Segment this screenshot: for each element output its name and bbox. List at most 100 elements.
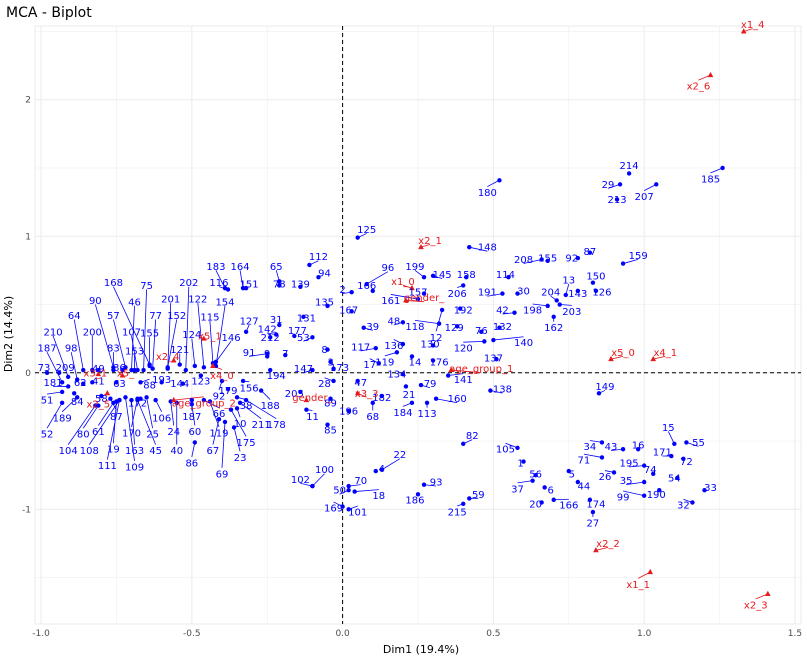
individual-point-96 (364, 281, 369, 287)
individual-label-14: 14 (409, 357, 422, 368)
individual-label-126: 126 (592, 288, 611, 299)
individual-point-149 (596, 391, 602, 396)
individual-point-1 (521, 459, 526, 464)
variable-label-gender: gender_ (292, 393, 333, 404)
individual-label-8: 8 (321, 345, 327, 356)
individual-label-187: 187 (38, 344, 57, 355)
individual-label-194: 194 (267, 371, 286, 382)
individual-point-84 (72, 391, 77, 396)
individual-point-213 (614, 197, 620, 202)
x-axis-title: Dim1 (19.4%) (383, 643, 459, 656)
individual-label-35: 35 (620, 476, 633, 487)
individual-point-92 (575, 255, 581, 261)
individual-point-86 (192, 440, 198, 445)
label-connector (629, 465, 645, 468)
individual-label-96: 96 (381, 263, 394, 274)
individual-label-85: 85 (324, 426, 337, 437)
individual-label-72: 72 (680, 457, 693, 468)
label-connector (113, 319, 126, 368)
individual-point-209 (56, 370, 62, 375)
individual-label-157: 157 (408, 288, 427, 299)
x-tick-label: -0.5 (183, 629, 201, 639)
individual-label-210: 210 (44, 327, 63, 338)
label-connector (436, 398, 458, 404)
label-connector (402, 284, 413, 289)
individual-point-119 (394, 350, 400, 355)
individual-label-141: 141 (454, 375, 473, 386)
individual-label-61: 61 (92, 427, 105, 438)
variable-point-x1-1 (647, 568, 654, 575)
individual-point-166 (370, 288, 375, 294)
individual-point-107 (135, 367, 140, 373)
label-connector (390, 294, 419, 300)
individual-point-93 (421, 482, 427, 487)
individual-point-144 (180, 381, 185, 386)
individual-point-22 (379, 467, 385, 472)
individual-point-199 (421, 275, 427, 280)
variable-point-age-group-1 (448, 366, 454, 373)
individual-label-179: 179 (218, 386, 237, 397)
individual-point-152 (165, 365, 170, 370)
individual-label-172: 172 (128, 398, 147, 409)
label-connector (215, 270, 226, 289)
individual-point-77 (150, 366, 155, 371)
variable-label-x1-4: x1_4 (741, 20, 765, 31)
label-connector (197, 303, 205, 368)
individual-point-186 (415, 492, 421, 497)
x-tick-label: 1.5 (788, 629, 802, 639)
individual-label-71: 71 (577, 456, 590, 467)
label-connector (360, 347, 376, 352)
individual-label-34: 34 (584, 442, 597, 453)
individual-label-106: 106 (152, 413, 171, 424)
individual-label-83: 83 (107, 344, 120, 355)
individual-label-180: 180 (478, 188, 497, 199)
label-connector (167, 303, 172, 369)
individual-label-129: 129 (445, 323, 464, 334)
y-tick-label: 2 (25, 96, 31, 106)
individual-point-34 (599, 440, 605, 445)
label-connector (131, 335, 138, 371)
individual-label-53: 53 (297, 333, 310, 344)
individual-point-57 (123, 365, 128, 370)
label-connector (97, 402, 114, 426)
individual-point-150 (590, 280, 596, 285)
individual-point-120 (482, 339, 487, 344)
individual-label-130: 130 (421, 340, 440, 351)
individual-point-169 (340, 504, 345, 509)
label-connector (191, 442, 196, 457)
individual-label-4: 4 (379, 464, 385, 475)
variable-point-x2-4 (170, 357, 177, 363)
individual-label-18: 18 (372, 491, 385, 502)
individual-label-113: 113 (418, 409, 437, 420)
individual-label-3: 3 (327, 357, 333, 368)
individual-label-42: 42 (496, 305, 509, 316)
individual-label-125: 125 (357, 225, 376, 236)
individual-point-208 (539, 257, 544, 262)
individual-label-184: 184 (393, 408, 412, 419)
individual-point-59 (467, 496, 472, 501)
individual-label-153: 153 (125, 346, 144, 357)
individual-point-188 (258, 388, 264, 393)
individual-point-191 (500, 291, 505, 296)
individual-point-113 (424, 400, 430, 406)
individual-label-29: 29 (602, 180, 615, 191)
individual-point-43 (620, 447, 626, 452)
individual-point-82 (461, 441, 466, 446)
individual-point-181 (65, 384, 71, 389)
individual-label-62: 62 (74, 378, 87, 389)
individual-label-92: 92 (213, 391, 226, 402)
variable-point-x3-3 (354, 390, 361, 396)
individual-point-47 (355, 378, 360, 384)
individual-label-199: 199 (405, 262, 424, 273)
variable-label-x2-3: x2_3 (744, 600, 768, 611)
individual-label-208: 208 (514, 255, 533, 266)
label-connector (626, 481, 645, 486)
individual-point-157 (421, 291, 427, 296)
individual-label-163: 163 (125, 446, 144, 457)
individual-label-120: 120 (454, 344, 473, 355)
individual-point-87 (587, 250, 593, 255)
individual-label-193: 193 (152, 375, 171, 386)
individual-point-162 (551, 314, 556, 320)
